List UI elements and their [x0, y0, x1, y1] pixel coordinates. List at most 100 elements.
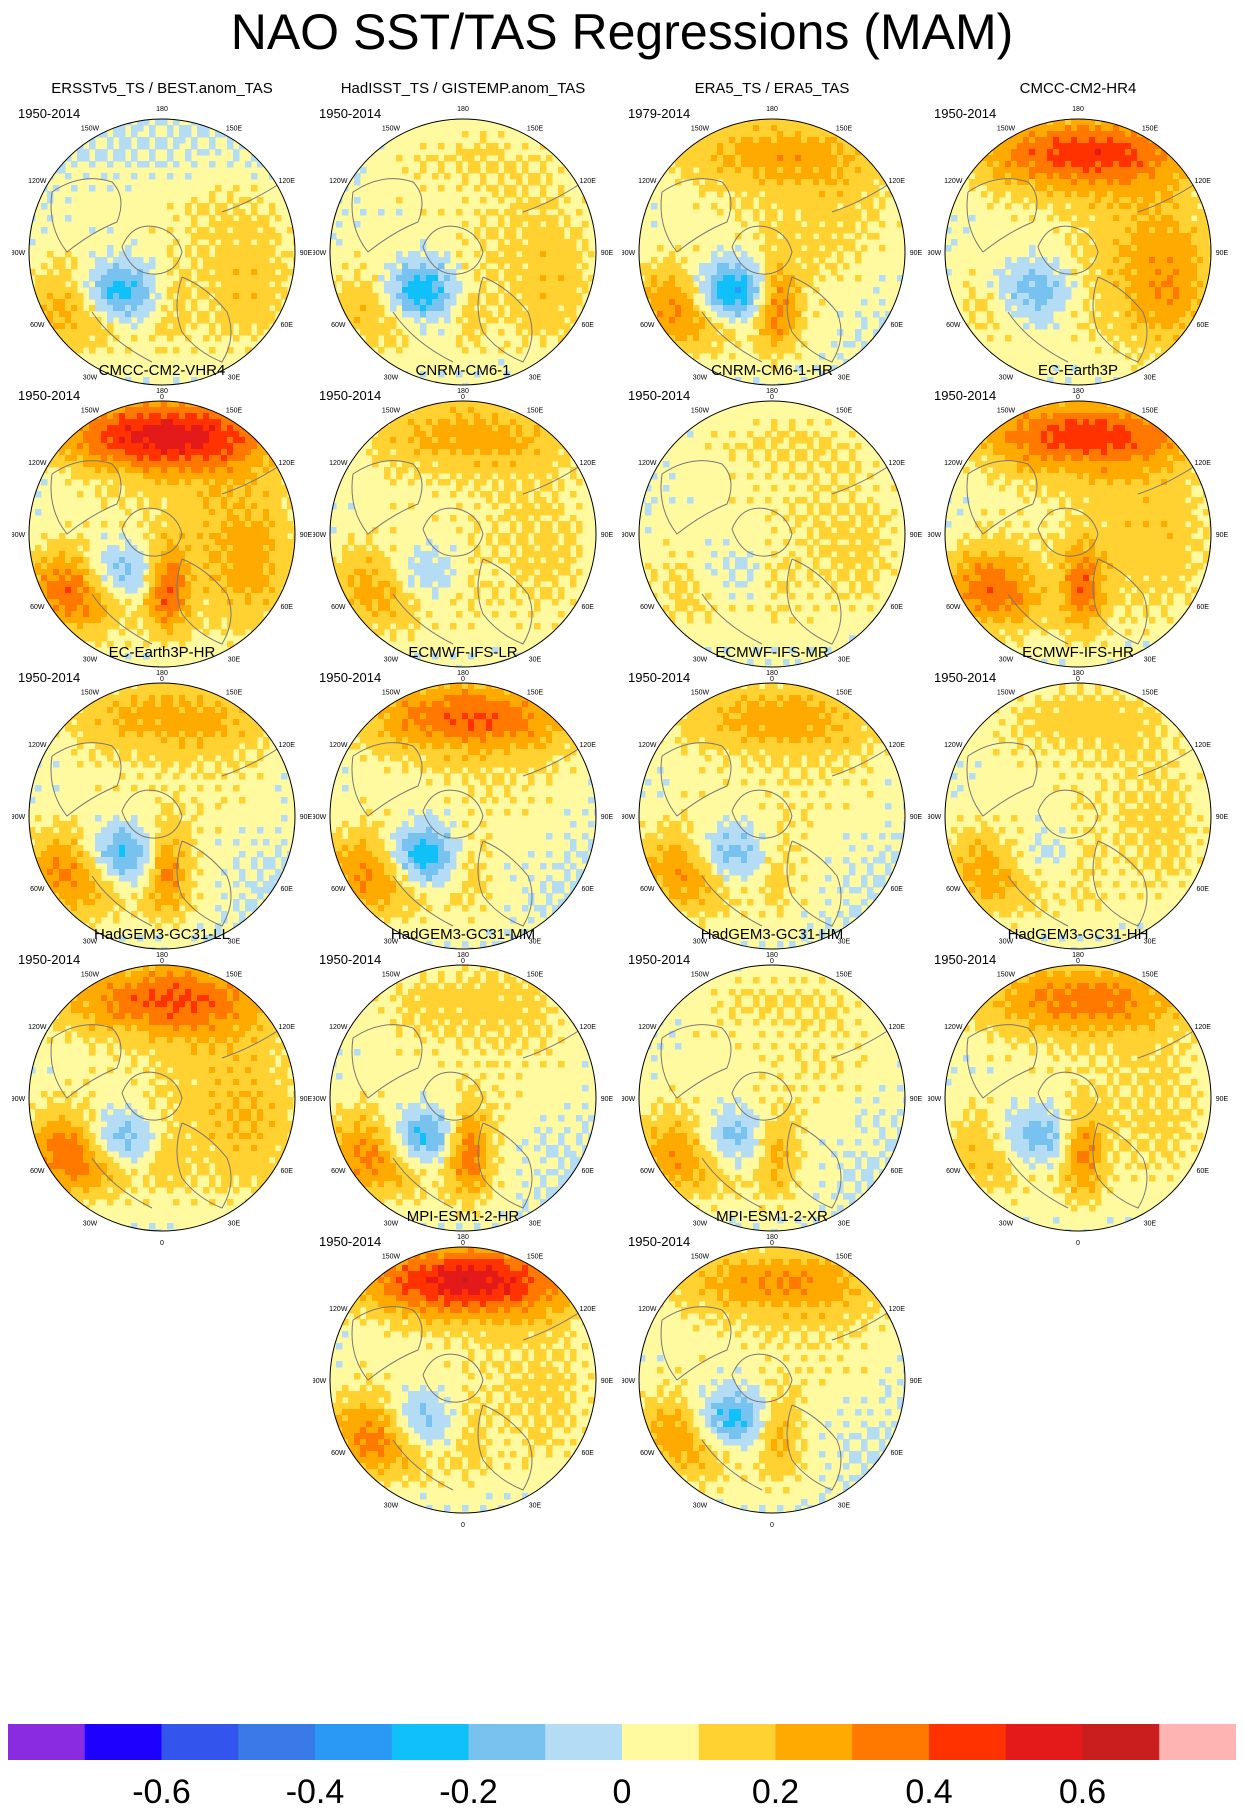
map-cell	[95, 281, 102, 288]
map-cell	[245, 491, 252, 498]
map-cell	[209, 449, 216, 456]
map-cell	[723, 167, 730, 174]
map-cell	[1107, 257, 1114, 264]
map-cell	[639, 335, 646, 342]
map-cell	[113, 419, 120, 426]
map-cell	[1113, 269, 1120, 276]
map-cell	[197, 473, 204, 480]
map-cell	[47, 329, 54, 336]
map-cell	[227, 329, 234, 336]
map-cell	[801, 203, 808, 210]
map-cell	[275, 497, 282, 504]
map-cell	[95, 335, 102, 342]
map-cell	[360, 317, 367, 324]
map-cell	[663, 275, 670, 282]
map-cell	[1071, 179, 1078, 186]
map-cell	[47, 539, 54, 546]
map-cell	[215, 473, 222, 480]
map-cell	[729, 185, 736, 192]
map-cell	[1059, 215, 1066, 222]
map-cell	[209, 431, 216, 438]
map-cell	[657, 335, 664, 342]
map-cell	[1059, 275, 1066, 282]
lon-label: 180	[457, 106, 469, 113]
map-cell	[215, 419, 222, 426]
map-cell	[987, 203, 994, 210]
map-cell	[1125, 233, 1132, 240]
map-cell	[191, 299, 198, 306]
map-cell	[759, 347, 766, 354]
map-cell	[47, 197, 54, 204]
map-cell	[432, 311, 439, 318]
map-cell	[41, 161, 48, 168]
map-cell	[1131, 245, 1138, 252]
map-cell	[83, 281, 90, 288]
map-cell	[1203, 185, 1210, 192]
map-cell	[191, 533, 198, 540]
map-cell	[1209, 167, 1216, 174]
map-cell	[53, 275, 60, 282]
map-cell	[558, 293, 565, 300]
map-cell	[113, 173, 120, 180]
map-cell	[843, 161, 850, 168]
map-cell	[522, 323, 529, 330]
map-cell	[275, 521, 282, 528]
map-cell	[245, 275, 252, 282]
map-cell	[1155, 155, 1162, 162]
map-cell	[89, 317, 96, 324]
map-cell	[747, 311, 754, 318]
map-cell	[795, 287, 802, 294]
map-cell	[1029, 143, 1036, 150]
map-cell	[723, 155, 730, 162]
map-cell	[801, 131, 808, 138]
map-cell	[360, 263, 367, 270]
map-cell	[987, 335, 994, 342]
map-cell	[245, 503, 252, 510]
map-cell	[71, 443, 78, 450]
map-cell	[59, 293, 66, 300]
map-cell	[41, 143, 48, 150]
map-cell	[693, 311, 700, 318]
map-cell	[1071, 137, 1078, 144]
map-cell	[480, 155, 487, 162]
map-cell	[777, 155, 784, 162]
map-cell	[131, 419, 138, 426]
map-cell	[245, 533, 252, 540]
map-cell	[1203, 299, 1210, 306]
map-cell	[747, 167, 754, 174]
map-cell	[522, 245, 529, 252]
map-cell	[83, 437, 90, 444]
map-cell	[663, 263, 670, 270]
map-cell	[765, 191, 772, 198]
map-cell	[735, 311, 742, 318]
map-cell	[233, 221, 240, 228]
map-cell	[89, 443, 96, 450]
map-cell	[131, 425, 138, 432]
map-cell	[516, 215, 523, 222]
map-cell	[1191, 197, 1198, 204]
map-cell	[245, 443, 252, 450]
map-cell	[564, 239, 571, 246]
map-cell	[801, 125, 808, 132]
map-cell	[1179, 245, 1186, 252]
map-cell	[354, 131, 361, 138]
map-cell	[83, 539, 90, 546]
map-cell	[191, 479, 198, 486]
map-cell	[981, 323, 988, 330]
map-cell	[342, 167, 349, 174]
map-cell	[131, 257, 138, 264]
map-cell	[801, 149, 808, 156]
map-cell	[1011, 167, 1018, 174]
map-cell	[185, 335, 192, 342]
map-cell	[1095, 155, 1102, 162]
map-cell	[813, 185, 820, 192]
map-cell	[1125, 281, 1132, 288]
map-cell	[825, 149, 832, 156]
map-cell	[1143, 191, 1150, 198]
map-cell	[251, 287, 258, 294]
map-cell	[239, 431, 246, 438]
map-cell	[203, 227, 210, 234]
map-cell	[1023, 299, 1030, 306]
map-cell	[53, 551, 60, 558]
map-cell	[789, 239, 796, 246]
